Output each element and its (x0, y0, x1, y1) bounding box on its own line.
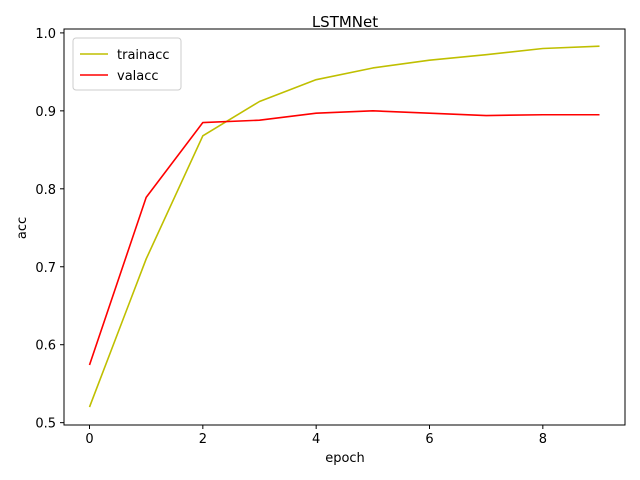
series-line-trainacc (88, 45, 600, 408)
legend: trainacc valacc (72, 37, 182, 91)
x-tick-label: 4 (312, 432, 320, 447)
chart-title: LSTMNet (312, 13, 378, 31)
plot-background (64, 29, 625, 425)
y-tick-label: 0.9 (35, 105, 56, 120)
axes-frame (63, 28, 626, 426)
y-tick-label: 1.0 (35, 27, 56, 42)
x-axis-label: epoch (325, 451, 365, 466)
y-tick-label: 0.7 (35, 261, 56, 276)
x-tick-label: 8 (539, 432, 547, 447)
y-axis-ticks: 0.5 0.6 0.7 0.8 0.9 1.0 (35, 27, 64, 432)
legend-box (72, 37, 182, 91)
legend-label-valacc: valacc (117, 69, 159, 84)
axes-border (63, 28, 626, 426)
x-axis-ticks: 0 2 4 6 8 (85, 425, 547, 447)
x-tick-label: 0 (85, 432, 93, 447)
y-tick-label: 0.8 (35, 183, 56, 198)
y-tick-label: 0.5 (35, 417, 56, 432)
plot-area (64, 29, 625, 425)
series-layer (88, 45, 600, 408)
y-axis-label: acc (15, 217, 30, 239)
x-tick-label: 6 (425, 432, 433, 447)
x-tick-label: 2 (199, 432, 207, 447)
legend-label-trainacc: trainacc (117, 48, 170, 63)
y-tick-label: 0.6 (35, 339, 56, 354)
series-line-valacc (88, 110, 600, 366)
